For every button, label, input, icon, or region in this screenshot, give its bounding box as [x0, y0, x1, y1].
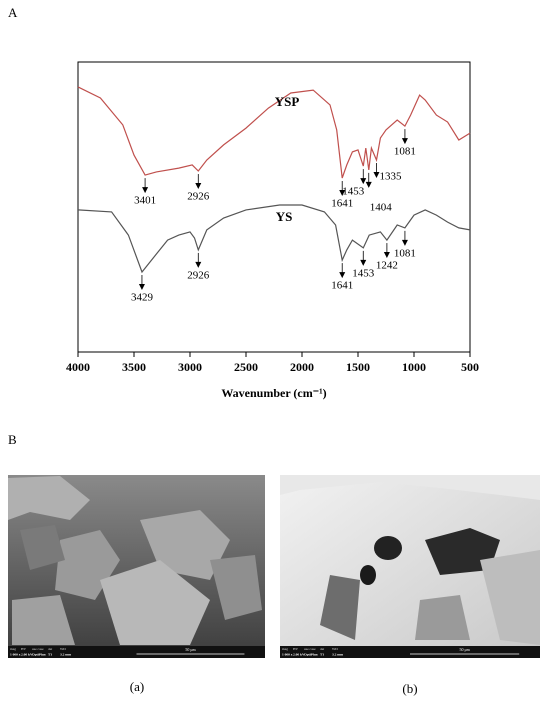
info-value: OptiPlan	[32, 652, 46, 656]
image-caption: (a)	[130, 679, 144, 694]
series-label: YS	[276, 209, 293, 224]
info-header: HV	[21, 647, 27, 651]
x-tick-label: 3000	[178, 360, 202, 374]
peak-label: 2926	[187, 269, 210, 281]
info-value: 3.2 mm	[332, 652, 343, 656]
info-header: mag	[282, 647, 288, 651]
info-header: use case	[32, 647, 44, 651]
peak-arrowhead	[142, 187, 149, 194]
peak-label: 2926	[187, 191, 210, 203]
info-value: 2.00 kV	[293, 652, 305, 656]
peak-arrowhead	[360, 178, 367, 185]
peak-label: 1081	[394, 247, 416, 259]
x-axis-title: Wavenumber (cm⁻¹)	[221, 386, 326, 400]
peak-label: 1641	[331, 198, 353, 210]
peak-label: 1404	[370, 201, 393, 213]
x-tick-label: 1500	[346, 360, 370, 374]
x-tick-label: 4000	[66, 360, 90, 374]
info-value: T1	[320, 652, 324, 656]
image-caption: (b)	[402, 681, 417, 696]
sem-image-b	[280, 475, 540, 658]
info-header: det	[320, 647, 324, 651]
series-label: YSP	[275, 94, 300, 109]
peak-arrowhead	[401, 138, 408, 145]
info-header: WD	[60, 647, 66, 651]
info-header: HV	[293, 647, 299, 651]
info-header: use case	[304, 647, 316, 651]
info-value: 1 000 x	[10, 652, 21, 656]
info-bar	[8, 646, 265, 658]
peak-arrowhead	[365, 181, 372, 188]
scale-bar-label: 50 μm	[185, 647, 196, 652]
peak-arrowhead	[360, 259, 367, 266]
info-header: det	[48, 647, 52, 651]
peak-label: 1081	[394, 146, 416, 158]
scale-bar-label: 50 μm	[459, 647, 470, 652]
info-value: 1 000 x	[282, 652, 293, 656]
peak-label: 1453	[342, 186, 365, 198]
peak-label: 1641	[331, 280, 353, 292]
peak-label: 3401	[134, 195, 156, 207]
peak-arrowhead	[373, 172, 380, 179]
x-tick-label: 2000	[290, 360, 314, 374]
spectrum-line	[77, 86, 471, 179]
info-value: 2.00 kV	[21, 652, 33, 656]
x-tick-label: 1000	[402, 360, 426, 374]
spectrum-line	[77, 204, 471, 274]
peak-arrowhead	[339, 272, 346, 279]
sem-image-a	[8, 475, 265, 658]
info-header: WD	[332, 647, 338, 651]
x-tick-label: 2500	[234, 360, 258, 374]
peak-arrowhead	[383, 252, 390, 259]
peak-label: 1453	[352, 267, 375, 279]
peak-arrowhead	[401, 239, 408, 246]
info-bar	[280, 646, 540, 658]
info-value: T1	[48, 652, 52, 656]
info-value: 3.2 mm	[60, 652, 71, 656]
panel-label: B	[8, 432, 17, 447]
peak-arrowhead	[195, 183, 202, 190]
panel-label: A	[8, 5, 18, 20]
info-value: OptiPlan	[304, 652, 318, 656]
info-header: mag	[10, 647, 16, 651]
peak-arrowhead	[339, 190, 346, 196]
x-tick-label: 3500	[122, 360, 146, 374]
peak-label: 3429	[131, 291, 154, 303]
peak-arrowhead	[138, 283, 145, 290]
peak-label: 1242	[376, 260, 398, 272]
peak-arrowhead	[195, 261, 202, 268]
peak-label: 1335	[379, 171, 402, 183]
x-tick-label: 500	[461, 360, 479, 374]
plot-frame	[77, 61, 471, 353]
